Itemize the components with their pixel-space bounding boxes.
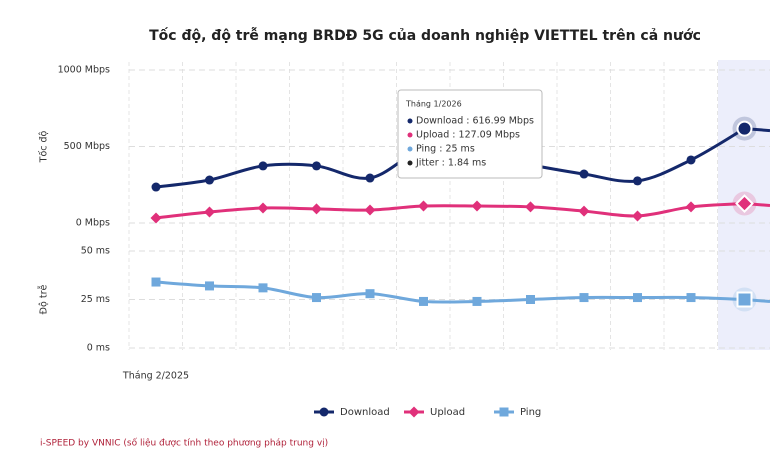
point <box>418 200 429 212</box>
point <box>312 293 321 303</box>
y-tick-label: 1000 Mbps <box>58 65 110 76</box>
point <box>205 175 214 185</box>
point <box>735 194 754 213</box>
y-tick-label: 0 ms <box>87 343 110 354</box>
point <box>365 289 375 299</box>
point <box>311 203 322 215</box>
tooltip: Tháng 1/2026 Download : 616.99 Mbps Upload… <box>397 89 543 179</box>
point <box>204 206 215 218</box>
point <box>151 277 161 287</box>
point <box>686 293 696 303</box>
point <box>319 407 329 417</box>
point <box>312 161 321 171</box>
point <box>471 200 483 212</box>
point <box>633 293 642 303</box>
point <box>578 205 590 217</box>
point <box>258 283 268 293</box>
legend-label: Ping <box>520 407 541 418</box>
source-note: i-SPEED by VNNIC (số liệu được tính theo… <box>40 438 328 449</box>
tooltip-title: Tháng 1/2026 <box>405 100 462 109</box>
y-axis-label: Độ trễ <box>39 285 50 315</box>
tooltip-bullet <box>407 132 413 138</box>
point <box>632 210 643 222</box>
y-tick-label: 25 ms <box>81 294 110 305</box>
point <box>686 155 696 165</box>
chart-title: Tốc độ, độ trễ mạng BRDĐ 5G của doanh ng… <box>149 27 701 44</box>
y-tick-label: 0 Mbps <box>76 218 110 229</box>
point <box>525 201 536 213</box>
y-tick-label: 500 Mbps <box>64 141 110 152</box>
y-tick-label: 50 ms <box>81 246 110 257</box>
point <box>685 201 697 213</box>
tooltip-item: Upload : 127.09 Mbps <box>416 130 520 141</box>
point <box>579 169 589 179</box>
point <box>258 161 268 171</box>
point <box>499 407 509 417</box>
point <box>205 281 214 291</box>
point <box>365 173 375 183</box>
point <box>150 212 162 224</box>
tooltip-bullet <box>407 146 413 152</box>
tooltip-item: Jitter : 1.84 ms <box>415 158 486 169</box>
point <box>472 296 482 306</box>
tooltip-bullet <box>407 118 413 124</box>
point <box>151 182 161 192</box>
tooltip-item: Download : 616.99 Mbps <box>416 116 534 127</box>
legend-label: Download <box>340 407 390 418</box>
tooltip-bullet <box>407 160 413 166</box>
point <box>364 204 376 216</box>
point <box>736 120 753 137</box>
tooltip-item: Ping : 25 ms <box>416 144 475 155</box>
tooltip-box <box>397 89 543 179</box>
legend-label: Upload <box>430 407 465 418</box>
point <box>633 176 642 186</box>
point <box>257 202 269 214</box>
point <box>419 296 428 306</box>
y-axis-label: Tốc độ <box>39 130 50 163</box>
x-tick-label: Tháng 2/2025 <box>122 371 189 382</box>
point <box>579 293 589 303</box>
point <box>408 406 420 418</box>
point <box>736 291 753 308</box>
point <box>526 295 535 304</box>
